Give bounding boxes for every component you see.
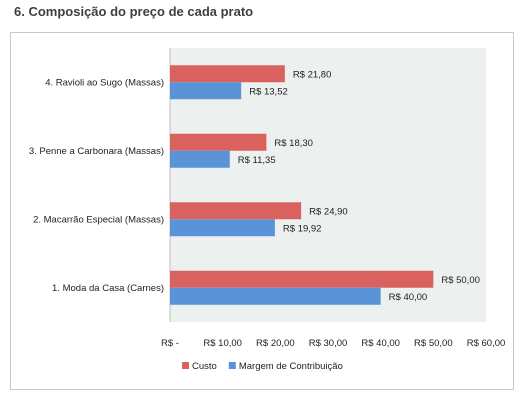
bar-custo <box>170 65 285 83</box>
category-label: 1. Moda da Casa (Carnes) <box>52 283 164 294</box>
x-tick-label: R$ 30,00 <box>309 338 348 349</box>
x-tick-label: R$ 20,00 <box>256 338 295 349</box>
data-label: R$ 18,30 <box>274 138 313 149</box>
page-title: 6. Composição do preço de cada prato <box>14 4 254 19</box>
bar-custo <box>170 202 302 220</box>
data-label: R$ 21,80 <box>293 69 332 80</box>
data-label: R$ 50,00 <box>441 275 480 286</box>
legend-swatch-margem <box>228 362 236 369</box>
category-label: 4. Ravioli ao Sugo (Massas) <box>45 77 164 88</box>
x-tick-label: R$ - <box>161 338 179 349</box>
data-label: R$ 40,00 <box>389 292 428 303</box>
bar-custo <box>170 133 267 151</box>
legend-label: Custo <box>192 361 217 372</box>
data-label: R$ 19,92 <box>283 223 322 234</box>
category-label: 2. Macarrão Especial (Massas) <box>33 214 164 225</box>
category-label: 3. Penne a Carbonara (Massas) <box>29 146 164 157</box>
data-label: R$ 11,35 <box>238 155 276 166</box>
data-label: R$ 13,52 <box>249 86 288 97</box>
x-tick-label: R$ 40,00 <box>361 338 400 349</box>
bar-margem <box>170 219 275 237</box>
x-tick-label: R$ 50,00 <box>414 338 453 349</box>
legend-label: Margem de Contribuição <box>239 361 343 372</box>
x-tick-label: R$ 60,00 <box>467 338 506 349</box>
bar-margem <box>170 287 381 305</box>
bar-margem <box>170 150 230 168</box>
bar-margem <box>170 82 242 100</box>
x-tick-label: R$ 10,00 <box>203 338 242 349</box>
legend-swatch-custo <box>182 362 189 369</box>
data-label: R$ 24,90 <box>309 206 348 217</box>
bar-custo <box>170 270 434 288</box>
